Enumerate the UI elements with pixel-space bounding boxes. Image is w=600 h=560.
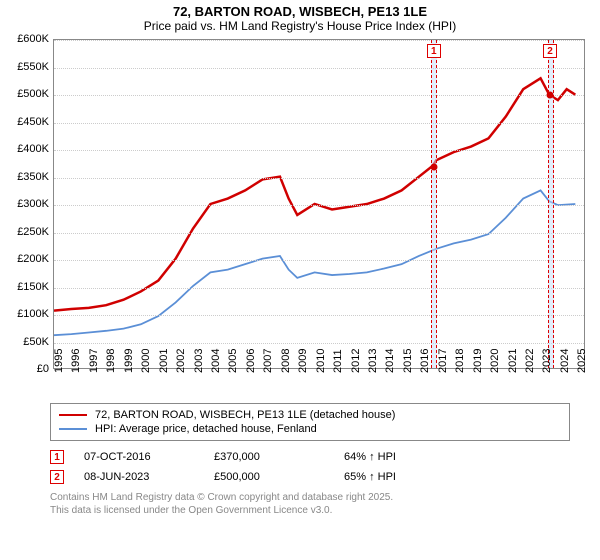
x-tick-label: 2000 [140, 349, 152, 373]
x-tick-label: 2013 [367, 349, 379, 373]
event-marker: 1 [50, 450, 64, 464]
legend-label: HPI: Average price, detached house, Fenl… [95, 423, 317, 435]
x-tick-label: 2018 [454, 349, 466, 373]
x-tick-label: 1998 [105, 349, 117, 373]
y-tick-label: £400K [17, 143, 49, 155]
y-tick-label: £0 [37, 363, 49, 375]
x-tick-label: 1996 [70, 349, 82, 373]
gridline [54, 343, 584, 344]
x-axis: 1995199619971998199920002001200220032004… [53, 369, 585, 399]
y-tick-label: £350K [17, 171, 49, 183]
gridline [54, 260, 584, 261]
x-tick-label: 2017 [437, 349, 449, 373]
event-delta: 65% ↑ HPI [344, 471, 396, 483]
x-tick-label: 2001 [158, 349, 170, 373]
x-tick-label: 2007 [262, 349, 274, 373]
x-tick-label: 2002 [175, 349, 187, 373]
y-tick-label: £100K [17, 308, 49, 320]
y-tick-label: £50K [23, 336, 49, 348]
y-tick-label: £550K [17, 61, 49, 73]
legend-item: 72, BARTON ROAD, WISBECH, PE13 1LE (deta… [59, 408, 561, 422]
x-tick-label: 2009 [297, 349, 309, 373]
y-tick-label: £600K [17, 33, 49, 45]
gridline [54, 150, 584, 151]
event-date: 07-OCT-2016 [84, 451, 194, 463]
event-marker: 2 [50, 470, 64, 484]
highlight-band [431, 40, 437, 368]
event-price: £370,000 [214, 451, 324, 463]
gridline [54, 178, 584, 179]
legend-label: 72, BARTON ROAD, WISBECH, PE13 1LE (deta… [95, 409, 395, 421]
events-table: 1 07-OCT-2016 £370,000 64% ↑ HPI 2 08-JUN-202… [50, 447, 570, 487]
x-tick-label: 2021 [507, 349, 519, 373]
footer-attribution: Contains HM Land Registry data © Crown c… [50, 491, 570, 517]
line-series [54, 40, 584, 368]
y-tick-label: £450K [17, 116, 49, 128]
marker-label: 2 [543, 44, 557, 58]
y-tick-label: £250K [17, 226, 49, 238]
highlight-band [548, 40, 554, 368]
x-tick-label: 2022 [524, 349, 536, 373]
marker-dot [430, 163, 437, 170]
gridline [54, 68, 584, 69]
x-tick-label: 2011 [332, 349, 344, 373]
y-axis: £0£50K£100K£150K£200K£250K£300K£350K£400… [5, 39, 53, 369]
gridline [54, 205, 584, 206]
event-date: 08-JUN-2023 [84, 471, 194, 483]
x-tick-label: 2016 [419, 349, 431, 373]
y-tick-label: £500K [17, 88, 49, 100]
y-tick-label: £150K [17, 281, 49, 293]
x-tick-label: 2006 [245, 349, 257, 373]
x-tick-label: 2019 [472, 349, 484, 373]
x-tick-label: 2012 [350, 349, 362, 373]
x-tick-label: 2008 [280, 349, 292, 373]
series-line [54, 190, 575, 335]
gridline [54, 233, 584, 234]
x-tick-label: 2014 [384, 349, 396, 373]
y-tick-label: £200K [17, 253, 49, 265]
x-tick-label: 1999 [123, 349, 135, 373]
legend: 72, BARTON ROAD, WISBECH, PE13 1LE (deta… [50, 403, 570, 441]
event-price: £500,000 [214, 471, 324, 483]
legend-item: HPI: Average price, detached house, Fenl… [59, 422, 561, 436]
event-delta: 64% ↑ HPI [344, 451, 396, 463]
chart-area: £0 £50K £100K £150K £200K £250K £300K £350K £400… [5, 39, 595, 399]
gridline [54, 315, 584, 316]
series-line [54, 78, 575, 310]
x-tick-label: 1995 [53, 349, 65, 373]
chart-subtitle: Price paid vs. HM Land Registry's House … [0, 19, 600, 39]
legend-swatch [59, 414, 87, 416]
event-row: 2 08-JUN-2023 £500,000 65% ↑ HPI [50, 467, 570, 487]
footer-line-2: This data is licensed under the Open Gov… [50, 504, 570, 517]
event-row: 1 07-OCT-2016 £370,000 64% ↑ HPI [50, 447, 570, 467]
gridline [54, 95, 584, 96]
gridline [54, 288, 584, 289]
footer-line-1: Contains HM Land Registry data © Crown c… [50, 491, 570, 504]
x-tick-label: 2004 [210, 349, 222, 373]
legend-swatch [59, 428, 87, 430]
y-tick-label: £300K [17, 198, 49, 210]
x-tick-label: 2024 [559, 349, 571, 373]
x-tick-label: 2005 [227, 349, 239, 373]
plot-area: 12 [53, 39, 585, 369]
x-tick-label: 2003 [193, 349, 205, 373]
x-tick-label: 1997 [88, 349, 100, 373]
x-tick-label: 2020 [489, 349, 501, 373]
chart-title: 72, BARTON ROAD, WISBECH, PE13 1LE [0, 0, 600, 19]
x-tick-label: 2015 [402, 349, 414, 373]
marker-label: 1 [427, 44, 441, 58]
gridline [54, 40, 584, 41]
x-tick-label: 2025 [576, 349, 588, 373]
gridline [54, 123, 584, 124]
x-tick-label: 2010 [315, 349, 327, 373]
x-tick-label: 2023 [541, 349, 553, 373]
marker-dot [547, 92, 554, 99]
